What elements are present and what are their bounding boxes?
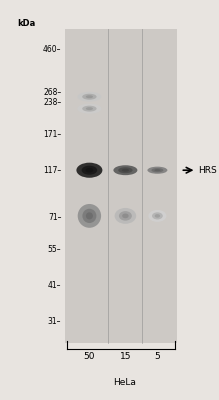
Text: HeLa: HeLa — [113, 378, 136, 387]
Ellipse shape — [118, 167, 132, 173]
Ellipse shape — [82, 209, 96, 223]
Text: 71–: 71– — [48, 213, 61, 222]
Text: 460–: 460– — [43, 44, 61, 54]
Ellipse shape — [152, 212, 163, 220]
Ellipse shape — [115, 208, 136, 224]
Text: 50: 50 — [84, 352, 95, 362]
Ellipse shape — [151, 168, 163, 172]
Ellipse shape — [122, 169, 129, 172]
Ellipse shape — [86, 95, 93, 98]
Ellipse shape — [122, 214, 129, 218]
Ellipse shape — [78, 204, 101, 228]
Text: 41–: 41– — [48, 281, 61, 290]
Ellipse shape — [77, 92, 101, 102]
Ellipse shape — [148, 210, 166, 222]
Text: 5: 5 — [155, 352, 160, 362]
Ellipse shape — [82, 166, 97, 175]
Ellipse shape — [77, 104, 101, 114]
Text: 268–: 268– — [43, 88, 61, 97]
Ellipse shape — [119, 211, 132, 221]
Text: kDa: kDa — [17, 19, 36, 28]
Ellipse shape — [82, 106, 97, 112]
FancyBboxPatch shape — [65, 29, 177, 343]
Ellipse shape — [82, 94, 97, 100]
Text: 238–: 238– — [43, 98, 61, 107]
Text: 171–: 171– — [43, 130, 61, 139]
Text: HRS: HRS — [198, 166, 217, 175]
Ellipse shape — [155, 214, 160, 218]
Text: 31–: 31– — [48, 317, 61, 326]
Ellipse shape — [86, 107, 93, 110]
Ellipse shape — [147, 167, 167, 174]
Ellipse shape — [86, 212, 93, 220]
Ellipse shape — [154, 169, 160, 171]
Ellipse shape — [76, 163, 102, 178]
Ellipse shape — [113, 165, 137, 175]
Ellipse shape — [85, 168, 93, 172]
Text: 55–: 55– — [48, 245, 61, 254]
Text: 117–: 117– — [43, 166, 61, 175]
Text: 15: 15 — [120, 352, 131, 362]
